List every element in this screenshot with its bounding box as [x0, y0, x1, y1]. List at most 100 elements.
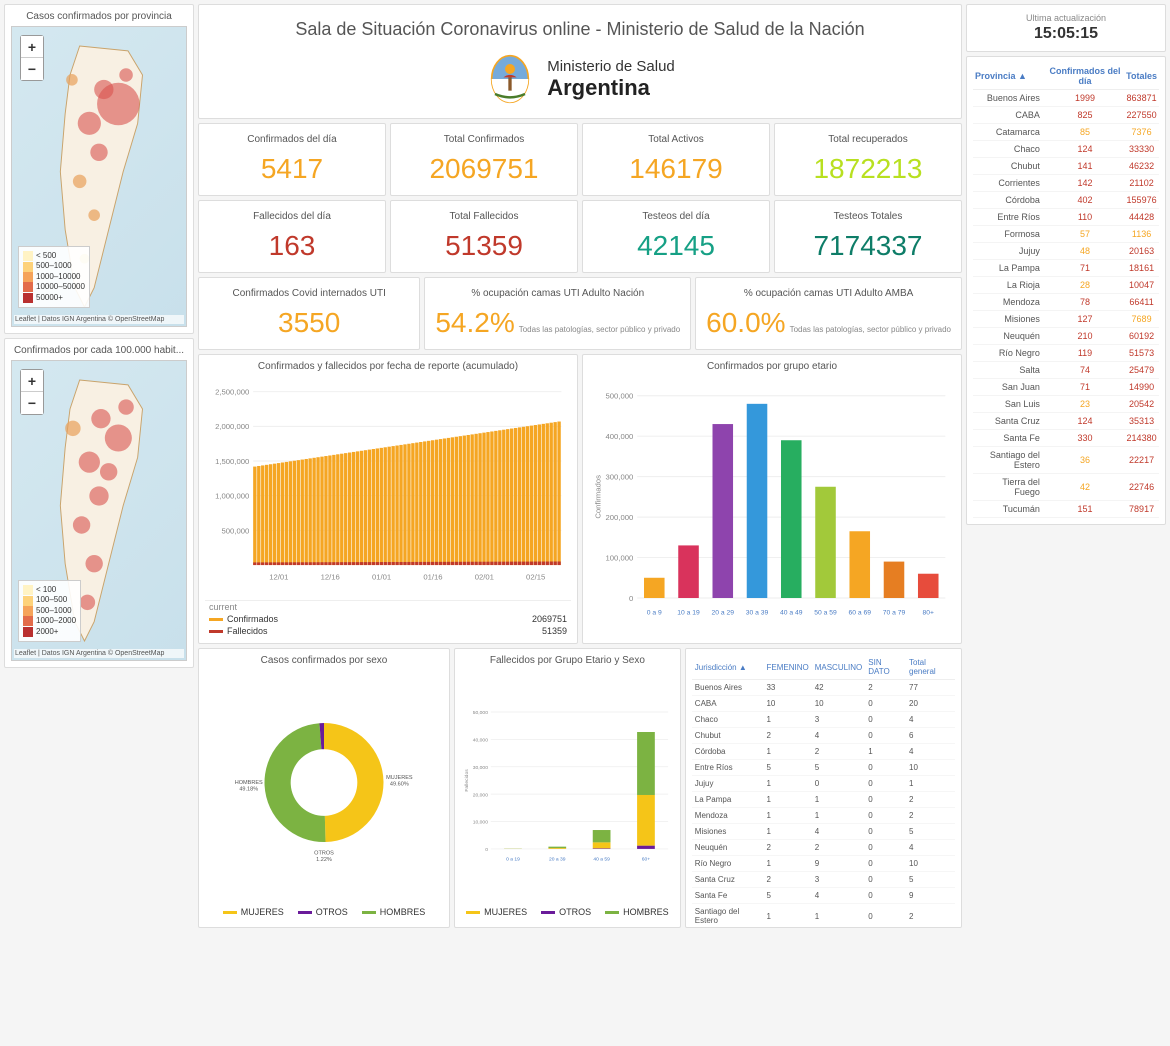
svg-text:0: 0: [485, 847, 488, 853]
table-row[interactable]: Misiones1277689: [973, 311, 1159, 328]
province-table: Provincia ▲Confirmados del díaTotalesBue…: [973, 63, 1159, 518]
kpi-value: 51359: [395, 230, 573, 262]
table-row[interactable]: Mendoza1102: [692, 808, 955, 824]
table-row[interactable]: Santiago del Estero1102: [692, 904, 955, 929]
jur-th-0[interactable]: Jurisdicción ▲: [692, 655, 764, 680]
svg-text:60+: 60+: [642, 856, 651, 862]
table-row[interactable]: San Luis2320542: [973, 396, 1159, 413]
donut-legend: MUJERESOTROSHOMBRES: [205, 903, 443, 921]
svg-text:Confirmados: Confirmados: [594, 475, 603, 519]
kpi-label: Total Activos: [587, 134, 765, 145]
jur-th-1[interactable]: FEMENINO: [763, 655, 811, 680]
map2-body[interactable]: + − < 100100–500500–10001000–20002: [11, 360, 187, 661]
map1-zoom-out[interactable]: −: [21, 58, 43, 80]
table-row[interactable]: Entre Ríos11044428: [973, 209, 1159, 226]
jur-th-4[interactable]: Total general: [906, 655, 955, 680]
table-row[interactable]: Catamarca857376: [973, 124, 1159, 141]
argentina-shield-icon: [485, 54, 535, 104]
uti-value: 54.2%: [435, 307, 514, 339]
map-confirmed-by-province: Casos confirmados por provincia + −: [4, 4, 194, 334]
jur-th-2[interactable]: MASCULINO: [812, 655, 866, 680]
uti-kpi-2: % ocupación camas UTI Adulto AMBA60.0%To…: [695, 277, 962, 350]
table-row[interactable]: Salta7425479: [973, 362, 1159, 379]
table-row[interactable]: Corrientes14221102: [973, 175, 1159, 192]
header-panel: Sala de Situación Coronavirus online - M…: [198, 4, 962, 119]
svg-text:HOMBRES: HOMBRES: [235, 780, 263, 786]
table-row[interactable]: Chubut14146232: [973, 158, 1159, 175]
stacked-chart[interactable]: 010,00020,00030,00040,00050,000Fallecido…: [461, 670, 674, 903]
kpi-label: Total recuperados: [779, 134, 957, 145]
table-row[interactable]: Santa Cruz2305: [692, 872, 955, 888]
svg-text:40,000: 40,000: [473, 738, 488, 744]
kpi-4: Fallecidos del día163: [198, 200, 386, 273]
table-row[interactable]: Tierra del Fuego4222746: [973, 474, 1159, 501]
svg-text:49.18%: 49.18%: [239, 786, 258, 792]
table-row[interactable]: Tucumán15178917: [973, 501, 1159, 518]
svg-text:1,000,000: 1,000,000: [215, 492, 249, 501]
table-row[interactable]: La Pampa1102: [692, 792, 955, 808]
prov-th-1[interactable]: Confirmados del día: [1046, 63, 1124, 90]
table-row[interactable]: Río Negro11951573: [973, 345, 1159, 362]
table-row[interactable]: CABA825227550: [973, 107, 1159, 124]
table-row[interactable]: Entre Ríos55010: [692, 760, 955, 776]
table-row[interactable]: Buenos Aires1999863871: [973, 90, 1159, 107]
table-row[interactable]: Mendoza7866411: [973, 294, 1159, 311]
map2-zoom-out[interactable]: −: [21, 392, 43, 414]
svg-text:30 a 39: 30 a 39: [746, 609, 769, 616]
svg-text:10,000: 10,000: [473, 820, 488, 826]
uti-note: Todas las patologías, sector público y p…: [790, 325, 951, 334]
svg-text:80+: 80+: [923, 609, 934, 616]
map1-zoom-in[interactable]: +: [21, 36, 43, 58]
svg-text:12/16: 12/16: [321, 573, 340, 582]
cumulative-chart[interactable]: 500,0001,000,0001,500,0002,000,0002,500,…: [205, 376, 571, 600]
uti-kpi-1: % ocupación camas UTI Adulto Nación54.2%…: [424, 277, 691, 350]
logo-text: Ministerio de Salud Argentina: [547, 58, 675, 101]
table-row[interactable]: San Juan7114990: [973, 379, 1159, 396]
map2-zoom-in[interactable]: +: [21, 370, 43, 392]
stacked-title: Fallecidos por Grupo Etario y Sexo: [461, 655, 674, 666]
table-row[interactable]: Córdoba402155976: [973, 192, 1159, 209]
table-row[interactable]: Chubut2406: [692, 728, 955, 744]
table-row[interactable]: Chaco1304: [692, 712, 955, 728]
kpi-value: 5417: [203, 153, 381, 185]
cumul-legend: currentConfirmados2069751Fallecidos51359: [205, 600, 571, 637]
table-row[interactable]: Neuquén2204: [692, 840, 955, 856]
logo-line1: Ministerio de Salud: [547, 58, 675, 75]
prov-th-2[interactable]: Totales: [1124, 63, 1159, 90]
table-row[interactable]: La Pampa7118161: [973, 260, 1159, 277]
svg-text:200,000: 200,000: [606, 513, 634, 522]
prov-th-0[interactable]: Provincia ▲: [973, 63, 1046, 90]
svg-text:50,000: 50,000: [473, 710, 488, 716]
table-row[interactable]: Santa Fe5409: [692, 888, 955, 904]
svg-text:500,000: 500,000: [606, 392, 634, 401]
table-row[interactable]: Buenos Aires3342277: [692, 680, 955, 696]
age-chart[interactable]: 0100,000200,000300,000400,000500,000Conf…: [589, 376, 955, 637]
uti-value: 3550: [203, 307, 415, 339]
table-row[interactable]: Formosa571136: [973, 226, 1159, 243]
table-row[interactable]: Santa Fe330214380: [973, 430, 1159, 447]
svg-text:300,000: 300,000: [606, 473, 634, 482]
map1-body[interactable]: + − < 500500–10001000–1000010000–5000050…: [11, 26, 187, 327]
table-row[interactable]: Jujuy4820163: [973, 243, 1159, 260]
table-row[interactable]: Córdoba1214: [692, 744, 955, 760]
svg-text:20,000: 20,000: [473, 792, 488, 798]
table-row[interactable]: La Rioja2810047: [973, 277, 1159, 294]
table-row[interactable]: Chaco12433330: [973, 141, 1159, 158]
table-row[interactable]: Río Negro19010: [692, 856, 955, 872]
table-row[interactable]: Santiago del Estero3622217: [973, 447, 1159, 474]
svg-text:20 a 29: 20 a 29: [712, 609, 735, 616]
donut-chart[interactable]: MUJERES49.60%HOMBRES49.18%OTROS1.22%: [205, 670, 443, 903]
table-row[interactable]: Jujuy1001: [692, 776, 955, 792]
svg-text:02/01: 02/01: [475, 573, 494, 582]
table-row[interactable]: Santa Cruz12435313: [973, 413, 1159, 430]
map1-attribution: Leaflet | Datos IGN Argentina © OpenStre…: [14, 315, 184, 324]
table-row[interactable]: Neuquén21060192: [973, 328, 1159, 345]
kpi-label: Testeos del día: [587, 211, 765, 222]
table-row[interactable]: CABA1010020: [692, 696, 955, 712]
cumulative-chart-panel: Confirmados y fallecidos por fecha de re…: [198, 354, 578, 644]
map1-legend: < 500500–10001000–1000010000–5000050000+: [18, 246, 90, 308]
uti-kpi-0: Confirmados Covid internados UTI3550: [198, 277, 420, 350]
table-row[interactable]: Misiones1405: [692, 824, 955, 840]
age-title: Confirmados por grupo etario: [589, 361, 955, 372]
jur-th-3[interactable]: SIN DATO: [865, 655, 906, 680]
